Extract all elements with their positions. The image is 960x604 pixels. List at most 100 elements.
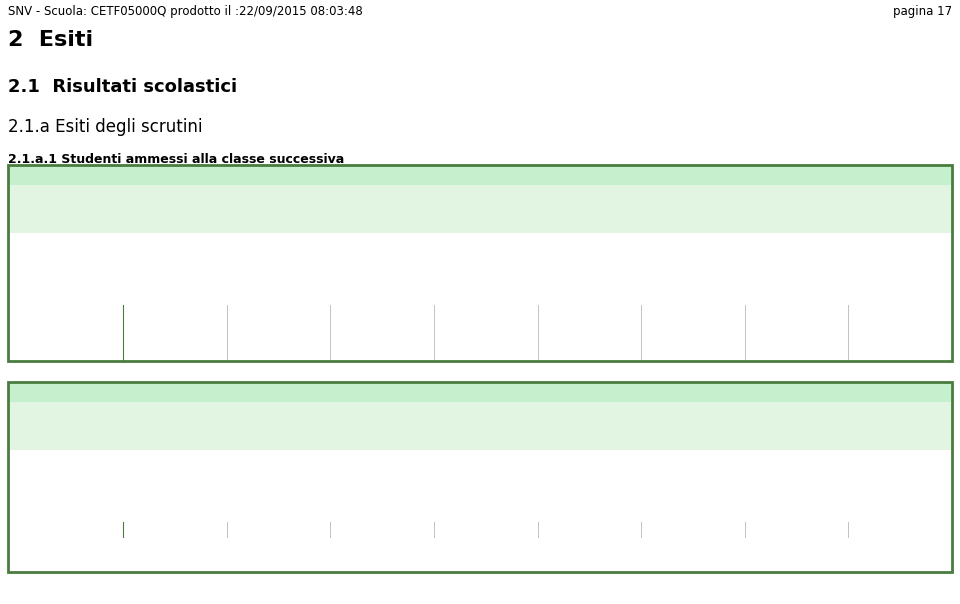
Text: 77,6: 77,6 (682, 291, 705, 301)
Text: 24,2: 24,2 (267, 490, 290, 500)
Text: 36,6: 36,6 (474, 424, 497, 434)
Text: - Benchmark*: - Benchmark* (12, 454, 84, 464)
Text: 81,9: 81,9 (889, 291, 912, 301)
Text: 913: 913 (786, 472, 806, 482)
Text: 28,8: 28,8 (682, 508, 705, 518)
Text: 172: 172 (165, 207, 184, 217)
Text: 32,3: 32,3 (474, 472, 497, 482)
Text: Italia: Italia (12, 291, 37, 301)
Text: CETF05000Q: CETF05000Q (12, 436, 79, 446)
Text: Istituto Tecnico:: Istituto Tecnico: (12, 425, 94, 435)
Text: 31,3: 31,3 (889, 472, 912, 482)
Text: 32,1: 32,1 (682, 472, 705, 482)
Text: 5.499: 5.499 (160, 490, 190, 500)
Text: CETF05000Q: CETF05000Q (12, 219, 79, 229)
Text: - Benchmark*: - Benchmark* (12, 237, 84, 247)
Text: 74,7: 74,7 (474, 273, 497, 283)
Text: 47.877: 47.877 (571, 508, 608, 518)
Text: 51.497: 51.497 (156, 508, 193, 518)
Text: 2  Esiti: 2 Esiti (8, 30, 93, 50)
Text: 13.929: 13.929 (571, 273, 608, 283)
Text: 79,2: 79,2 (889, 273, 912, 283)
Text: 25,9: 25,9 (267, 508, 290, 518)
Text: 2.1  Risultati scolastici: 2.1 Risultati scolastici (8, 78, 237, 96)
Text: CASERTA: CASERTA (12, 255, 59, 265)
Text: 65,8: 65,8 (267, 273, 290, 283)
Text: 62: 62 (583, 424, 596, 434)
Text: 132.966: 132.966 (361, 291, 403, 301)
Text: % classe 1: % classe 1 (251, 405, 306, 415)
Text: classe 2: classe 2 (361, 405, 403, 415)
Text: 2.1.a.1 Studenti ammessi alla classe successiva Anno scolastico 2013/14 - Superi: 2.1.a.1 Studenti ammessi alla classe suc… (230, 169, 730, 179)
Text: 129.060: 129.060 (568, 291, 611, 301)
Text: 29,7: 29,7 (474, 490, 497, 500)
Text: 69,6: 69,6 (267, 207, 290, 217)
Text: % classe 1: % classe 1 (251, 188, 306, 198)
Text: 1.064: 1.064 (574, 472, 604, 482)
Text: 2.1.a Esiti degli scrutini: 2.1.a Esiti degli scrutini (8, 118, 203, 136)
Text: Istituto Tecnico:: Istituto Tecnico: (12, 208, 94, 218)
Text: % classe 2: % classe 2 (458, 188, 514, 198)
Text: 77: 77 (168, 424, 181, 434)
Text: 33,3: 33,3 (889, 424, 912, 434)
Text: 14.945: 14.945 (156, 273, 193, 283)
Text: 82,3: 82,3 (682, 207, 705, 217)
Text: 28,1: 28,1 (889, 508, 912, 518)
Text: 2.1.a.1 Studenti ammessi alla classe successiva: 2.1.a.1 Studenti ammessi alla classe suc… (8, 153, 345, 166)
Text: classe 4: classe 4 (776, 188, 818, 198)
Text: 89,2: 89,2 (889, 207, 912, 217)
Text: 2.763: 2.763 (160, 255, 190, 265)
Text: 79,0: 79,0 (682, 255, 705, 265)
Text: 78,6: 78,6 (474, 291, 497, 301)
Text: 142.185: 142.185 (154, 291, 197, 301)
Text: 27,7: 27,7 (889, 490, 912, 500)
Text: % classe 4: % classe 4 (873, 405, 928, 415)
Text: classe 3: classe 3 (568, 405, 611, 415)
Text: 12.879: 12.879 (779, 273, 815, 283)
Text: SNV - Scuola: CETF05000Q prodotto il :22/09/2015 08:03:48: SNV - Scuola: CETF05000Q prodotto il :22… (8, 5, 363, 18)
Text: 13.927: 13.927 (364, 273, 400, 283)
Text: 59: 59 (375, 424, 389, 434)
Text: 5.163: 5.163 (574, 490, 604, 500)
Text: 40: 40 (790, 424, 804, 434)
Text: 84,3: 84,3 (889, 255, 912, 265)
Text: pagina 17: pagina 17 (893, 5, 952, 18)
Text: 118.541: 118.541 (775, 291, 818, 301)
Text: 113: 113 (372, 207, 392, 217)
Text: 40.750: 40.750 (779, 508, 815, 518)
Text: CAMPANIA: CAMPANIA (12, 273, 66, 283)
Text: % classe 3: % classe 3 (665, 188, 721, 198)
Text: 75,2: 75,2 (682, 273, 705, 283)
Text: 107: 107 (786, 207, 806, 217)
Text: % classe 2: % classe 2 (458, 405, 514, 415)
Text: 2.458: 2.458 (781, 255, 811, 265)
Text: 71,5: 71,5 (267, 291, 290, 301)
Text: 70,2: 70,2 (474, 207, 497, 217)
Text: CASERTA: CASERTA (12, 472, 59, 482)
Text: 67,8: 67,8 (267, 255, 290, 265)
Text: 2.1.a.1 Studenti sospesi  Anno scolastico 2013/14 - Superiore: 2.1.a.1 Studenti sospesi Anno scolastico… (299, 386, 661, 396)
Text: 27,9: 27,9 (682, 490, 705, 500)
Text: 1.067: 1.067 (367, 472, 396, 482)
Text: classe 4: classe 4 (776, 405, 818, 415)
Text: 2.615: 2.615 (574, 255, 604, 265)
Text: % classe 3: % classe 3 (665, 405, 721, 415)
Text: 116: 116 (580, 207, 599, 217)
Text: 1.063: 1.063 (160, 472, 190, 482)
Text: % classe 4: % classe 4 (873, 188, 928, 198)
Text: 4.508: 4.508 (781, 490, 811, 500)
Text: CAMPANIA: CAMPANIA (12, 490, 66, 500)
Text: 5.541: 5.541 (367, 490, 397, 500)
Text: Italia: Italia (12, 508, 37, 518)
Text: 77,0: 77,0 (474, 255, 497, 265)
Text: 2.545: 2.545 (367, 255, 397, 265)
Text: classe 1: classe 1 (154, 405, 196, 415)
Text: 49.875: 49.875 (364, 508, 400, 518)
Text: 29,5: 29,5 (474, 508, 497, 518)
Text: classe 1: classe 1 (154, 188, 196, 198)
Text: 31,2: 31,2 (267, 424, 290, 434)
Text: classe 3: classe 3 (568, 188, 611, 198)
Text: 44,0: 44,0 (682, 424, 705, 434)
Text: 26,1: 26,1 (267, 472, 290, 482)
Text: classe 2: classe 2 (361, 188, 403, 198)
